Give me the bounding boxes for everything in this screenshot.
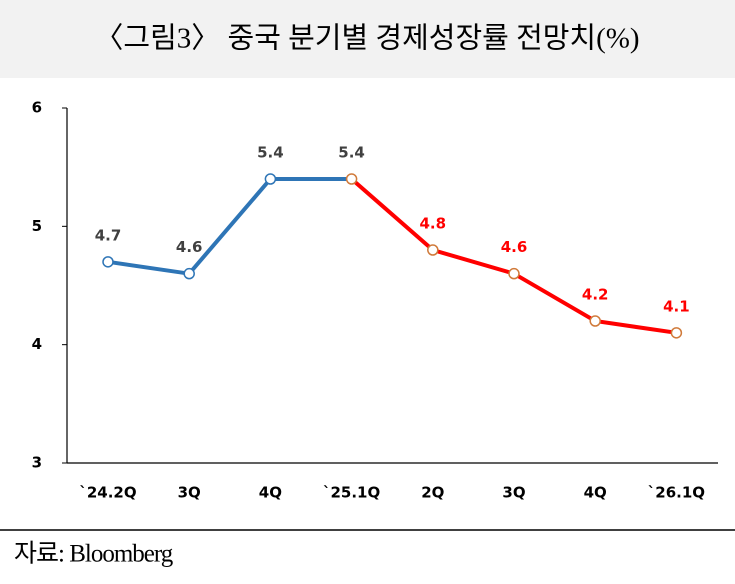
source: 자료: Bloomberg [14,540,174,568]
data-label: 4.2 [582,286,609,304]
y-tick-label: 6 [32,99,42,117]
x-tick-label: 4Q [259,484,282,502]
x-tick-label: 2Q [421,484,444,502]
data-label: 4.1 [663,297,690,315]
marker [345,173,358,185]
chart-title: 〈그림3〉 중국 분기별 경제성장률 전망치(%) [94,23,639,55]
data-label: 5.4 [338,144,365,162]
data-label: 4.8 [420,215,447,233]
x-tick-label: `24.2Q [79,484,136,502]
data-label: 5.4 [257,144,284,162]
marker [670,327,683,339]
marker [102,256,114,268]
marker [183,267,195,280]
x-tick-label: `25.1Q [323,484,380,502]
y-tick-label: 5 [32,217,42,235]
x-tick-label: 4Q [584,484,607,502]
x-tick-label: `26.1Q [648,484,705,502]
marker [264,173,277,185]
data-label: 4.6 [176,238,203,256]
data-label: 4.7 [95,226,122,244]
y-tick-label: 3 [32,454,42,472]
y-tick-label: 4 [32,335,42,353]
x-tick-label: 3Q [178,484,201,502]
data-label: 4.6 [501,238,528,256]
marker [427,244,439,256]
title-banner [0,0,735,78]
marker [508,267,520,280]
marker [589,315,601,327]
line [107,177,352,276]
x-tick-label: 3Q [502,484,525,502]
